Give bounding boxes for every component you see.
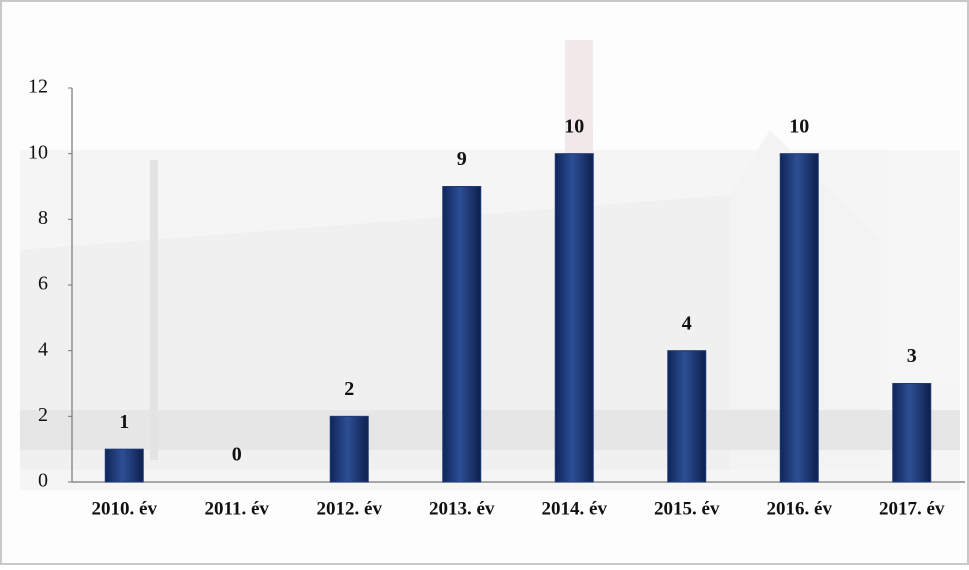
bar [442,186,482,483]
value-label: 4 [682,312,692,334]
bar [329,415,369,483]
x-tick-label: 2013. év [429,498,495,519]
y-tick-label: 4 [38,338,48,360]
y-tick-label: 12 [28,76,48,98]
x-tick-label: 2012. év [317,498,383,519]
value-label: 10 [789,115,809,137]
bar [892,383,932,483]
value-label: 10 [564,115,584,137]
value-label: 9 [457,148,467,170]
y-tick-label: 10 [28,141,48,163]
value-label: 2 [344,378,354,400]
value-label: 0 [232,444,242,466]
bar [667,350,707,483]
x-tick-label: 2011. év [205,498,270,519]
y-tick-label: 6 [38,273,48,295]
x-tick-label: 2015. év [654,498,720,519]
bar [779,153,819,483]
x-tick-label: 2016. év [767,498,833,519]
value-label: 3 [907,345,917,367]
bar [104,448,144,483]
x-tick-label: 2010. év [92,498,158,519]
value-label: 1 [119,411,129,433]
bar [554,153,594,483]
x-tick-label: 2014. év [542,498,608,519]
y-tick-label: 8 [38,207,48,229]
x-tick-label: 2017. év [879,498,945,519]
y-tick-label: 0 [38,470,48,492]
y-tick-label: 2 [38,404,48,426]
